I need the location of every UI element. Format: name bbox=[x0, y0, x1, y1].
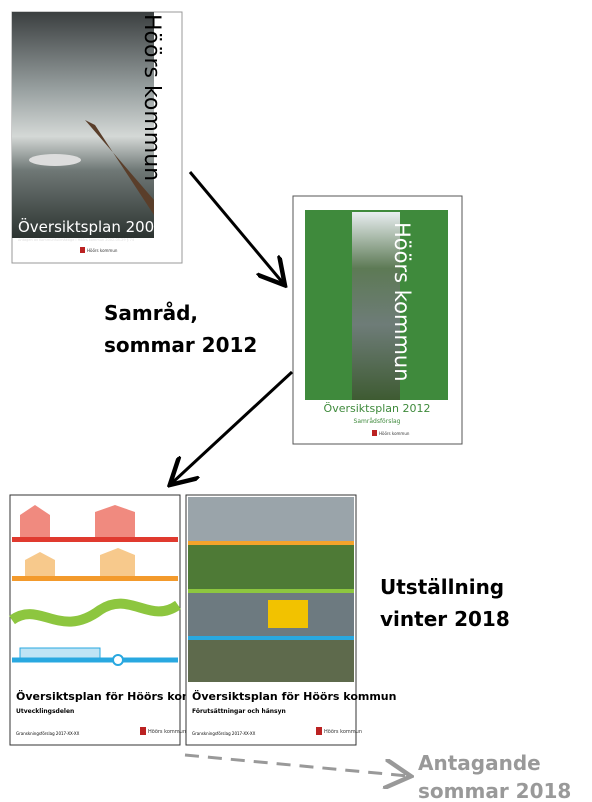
stage-label: sommar 2012 bbox=[104, 333, 257, 357]
cover-title: Översiktsplan 2002 bbox=[18, 217, 164, 236]
cover-subtitle: Förutsättningar och hänsyn bbox=[192, 708, 286, 715]
cover-note: Granskningsförslag 2017-XX-XX bbox=[16, 731, 80, 736]
cover-subtitle: Samrådsförslag bbox=[354, 418, 401, 425]
cover-forutsattningar: Översiktsplan för Höörs kommun Förutsätt… bbox=[186, 495, 396, 745]
cover-subtitle: Utvecklingsdelen bbox=[16, 708, 74, 715]
stage-label: vinter 2018 bbox=[380, 607, 510, 631]
cover-photo bbox=[12, 12, 154, 238]
cover-2002: Höörs kommun Översiktsplan 2002 Antagen … bbox=[12, 12, 182, 263]
cover-note: Granskningsförslag 2017-XX-XX bbox=[192, 731, 256, 736]
arrow bbox=[190, 172, 283, 283]
stage-label: Antagande bbox=[418, 751, 541, 775]
cover-title: Översiktsplan 2012 bbox=[324, 402, 431, 415]
vertical-title: Höörs kommun bbox=[139, 14, 164, 181]
arrow bbox=[172, 372, 292, 483]
logo-text: Höörs kommun bbox=[87, 248, 118, 253]
stage-label: Utställning bbox=[380, 575, 504, 599]
logo-text: Höörs kommun bbox=[324, 729, 362, 735]
boat bbox=[29, 154, 81, 166]
stage-label: sommar 2018 bbox=[418, 779, 571, 802]
diagram: Höörs kommun Översiktsplan 2002 Antagen … bbox=[0, 0, 592, 802]
logo-text: Höörs kommun bbox=[379, 431, 410, 436]
logo-shield bbox=[372, 430, 377, 436]
cover-2012: Höörs kommun Översiktsplan 2012 Samrådsf… bbox=[293, 196, 462, 444]
logo-shield bbox=[80, 247, 85, 253]
dashed-arrow bbox=[185, 755, 408, 776]
stage-label: Samråd, bbox=[104, 301, 198, 325]
logo-text: Höörs kommun bbox=[148, 729, 186, 735]
cover-title: Översiktsplan för Höörs kommun bbox=[192, 689, 396, 703]
cover-subtitle: Antagen av Kommunfullmäktige i Höörs kom… bbox=[18, 238, 135, 242]
vertical-title: Höörs kommun bbox=[390, 222, 414, 382]
